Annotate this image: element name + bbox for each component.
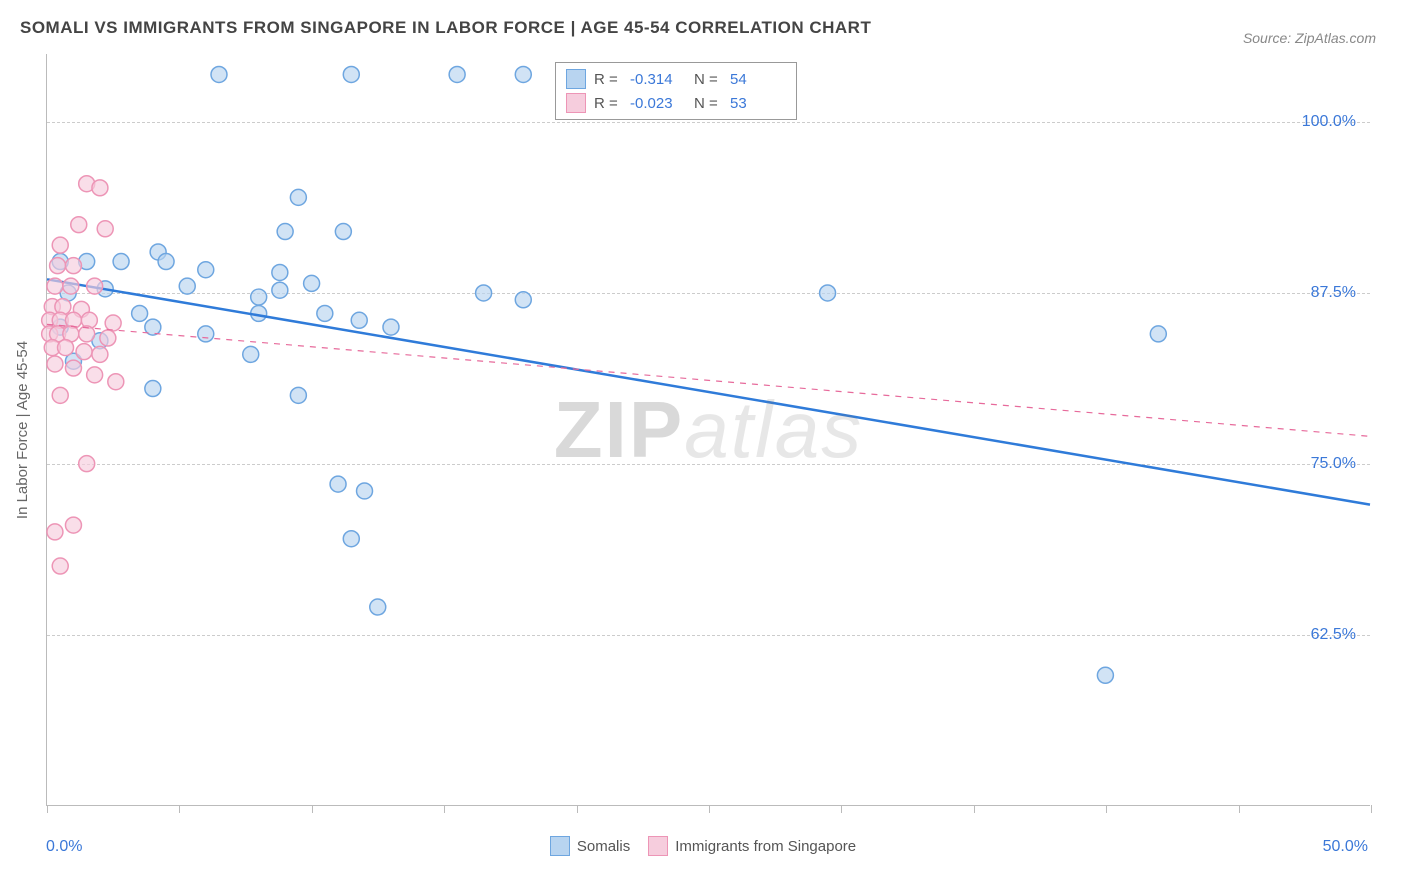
n-value-1: 54	[730, 71, 786, 88]
data-point	[52, 558, 68, 574]
data-point	[71, 217, 87, 233]
data-point	[330, 476, 346, 492]
data-point	[304, 275, 320, 291]
swatch-series-2	[566, 93, 586, 113]
data-point	[47, 356, 63, 372]
data-point	[515, 66, 531, 82]
data-point	[108, 374, 124, 390]
data-point	[63, 278, 79, 294]
data-point	[105, 315, 121, 331]
data-point	[87, 278, 103, 294]
source-attribution: Source: ZipAtlas.com	[1243, 30, 1376, 46]
series-legend: Somalis Immigrants from Singapore	[0, 836, 1406, 856]
trend-line	[47, 279, 1370, 504]
data-point	[290, 189, 306, 205]
data-point	[383, 319, 399, 335]
data-point	[198, 326, 214, 342]
data-point	[52, 387, 68, 403]
legend-label-singapore: Immigrants from Singapore	[675, 838, 856, 855]
data-point	[79, 326, 95, 342]
data-point	[65, 360, 81, 376]
r-value-1: -0.314	[630, 71, 686, 88]
data-point	[58, 340, 74, 356]
data-point	[357, 483, 373, 499]
data-point	[100, 330, 116, 346]
data-point	[351, 312, 367, 328]
data-point	[76, 344, 92, 360]
x-tick	[444, 805, 445, 813]
data-point	[65, 258, 81, 274]
x-tick	[1371, 805, 1372, 813]
legend-item-somalis: Somalis	[550, 836, 630, 856]
data-point	[50, 258, 66, 274]
data-point	[277, 224, 293, 240]
data-point	[343, 66, 359, 82]
data-point	[290, 387, 306, 403]
data-point	[317, 305, 333, 321]
data-point	[243, 346, 259, 362]
legend-row-series-2: R = -0.023 N = 53	[566, 91, 786, 115]
chart-title: SOMALI VS IMMIGRANTS FROM SINGAPORE IN L…	[20, 18, 871, 38]
data-point	[1097, 667, 1113, 683]
data-point	[65, 517, 81, 533]
data-point	[92, 346, 108, 362]
data-point	[97, 221, 113, 237]
data-point	[272, 264, 288, 280]
x-tick	[577, 805, 578, 813]
data-point	[476, 285, 492, 301]
data-point	[47, 524, 63, 540]
data-point	[132, 305, 148, 321]
data-point	[211, 66, 227, 82]
r-label: R =	[594, 95, 622, 112]
x-tick	[312, 805, 313, 813]
data-point	[449, 66, 465, 82]
data-point	[79, 456, 95, 472]
swatch-series-1	[566, 69, 586, 89]
x-tick	[1239, 805, 1240, 813]
data-point	[272, 282, 288, 298]
data-point	[47, 278, 63, 294]
r-label: R =	[594, 71, 622, 88]
x-tick	[974, 805, 975, 813]
correlation-legend: R = -0.314 N = 54 R = -0.023 N = 53	[555, 62, 797, 120]
data-point	[145, 381, 161, 397]
data-point	[335, 224, 351, 240]
trend-line	[47, 324, 1370, 436]
x-tick	[841, 805, 842, 813]
y-axis-label: In Labor Force | Age 45-54	[14, 341, 31, 519]
data-point	[113, 254, 129, 270]
data-point	[87, 367, 103, 383]
swatch-singapore	[648, 836, 668, 856]
data-point	[370, 599, 386, 615]
data-point	[343, 531, 359, 547]
legend-item-singapore: Immigrants from Singapore	[648, 836, 856, 856]
x-tick	[47, 805, 48, 813]
data-point	[820, 285, 836, 301]
data-point	[198, 262, 214, 278]
legend-label-somalis: Somalis	[577, 838, 630, 855]
data-point	[179, 278, 195, 294]
plot-area: 62.5%75.0%87.5%100.0% ZIPatlas R = -0.31…	[46, 54, 1370, 806]
n-value-2: 53	[730, 95, 786, 112]
legend-row-series-1: R = -0.314 N = 54	[566, 67, 786, 91]
data-point	[92, 180, 108, 196]
scatter-svg	[47, 54, 1370, 805]
n-label: N =	[694, 95, 722, 112]
r-value-2: -0.023	[630, 95, 686, 112]
x-tick	[709, 805, 710, 813]
x-tick	[1106, 805, 1107, 813]
data-point	[251, 289, 267, 305]
swatch-somalis	[550, 836, 570, 856]
data-point	[515, 292, 531, 308]
x-tick	[179, 805, 180, 813]
n-label: N =	[694, 71, 722, 88]
data-point	[1150, 326, 1166, 342]
data-point	[158, 254, 174, 270]
data-point	[52, 237, 68, 253]
